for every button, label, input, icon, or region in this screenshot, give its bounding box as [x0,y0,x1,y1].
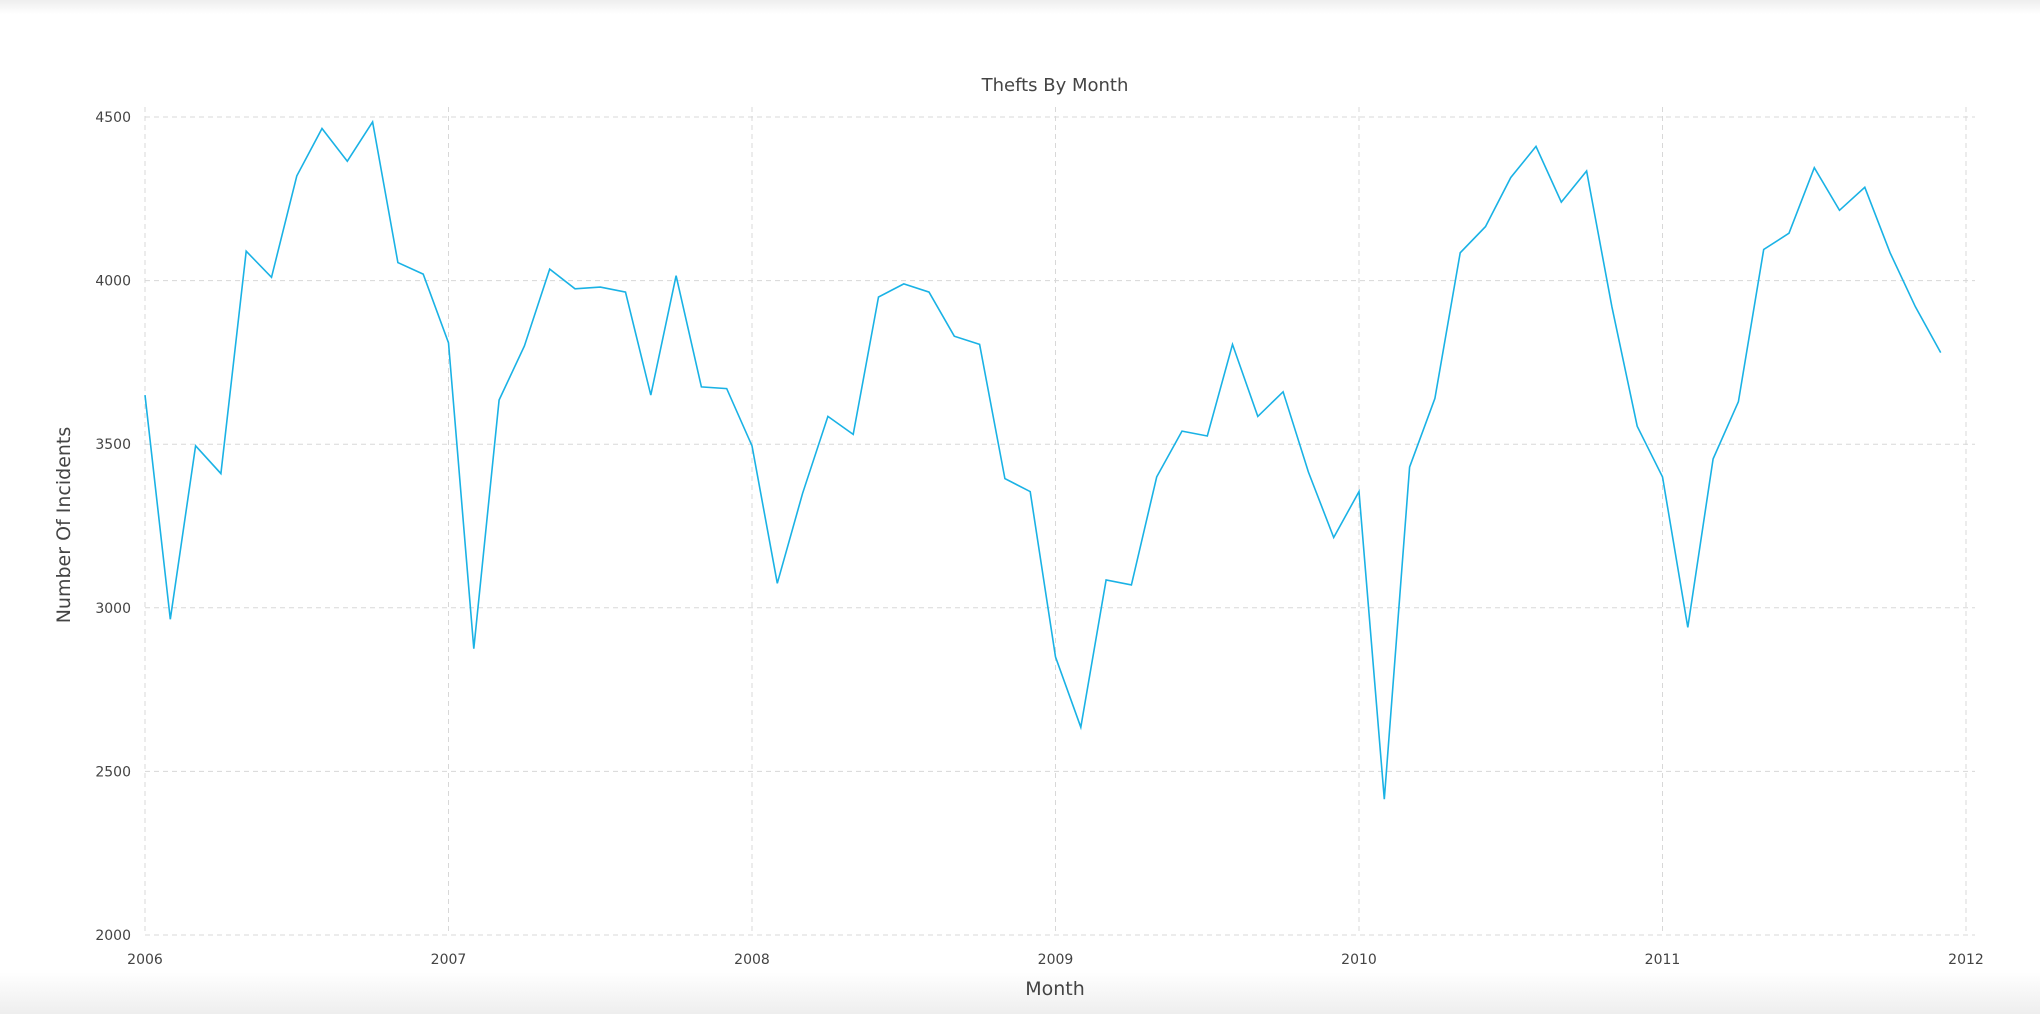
y-grid-lines [145,116,1975,936]
x-tick-labels: 2006 2007 2008 2009 2010 2011 2012 [127,952,1984,968]
y-tick-label-4500: 4500 [95,110,131,126]
chart-title: Thefts By Month [981,75,1129,96]
x-tick-label-2012: 2012 [1948,952,1984,968]
x-tick-label-2006: 2006 [127,952,163,968]
y-tick-label-4000: 4000 [95,274,131,290]
y-tick-label-3000: 3000 [95,601,131,617]
x-axis-label: Month [1025,978,1085,1000]
y-tick-label-2500: 2500 [95,764,131,780]
series-line-0 [144,119,1942,800]
x-tick-label-2007: 2007 [431,952,467,968]
x-tick-label-2009: 2009 [1038,952,1074,968]
y-axis-label: Number Of Incidents [53,427,75,624]
bottom-shade [0,972,2040,1014]
y-tick-label-2000: 2000 [95,928,131,944]
x-tick-label-2010: 2010 [1341,952,1377,968]
x-grid-lines [144,107,1967,935]
x-tick-label-2011: 2011 [1645,952,1681,968]
top-shade [0,0,2040,14]
y-tick-labels: 2000 2500 3000 3500 4000 4500 [95,110,131,944]
series-layer [144,119,1942,800]
x-tick-label-2008: 2008 [734,952,770,968]
y-tick-label-3500: 3500 [95,437,131,453]
